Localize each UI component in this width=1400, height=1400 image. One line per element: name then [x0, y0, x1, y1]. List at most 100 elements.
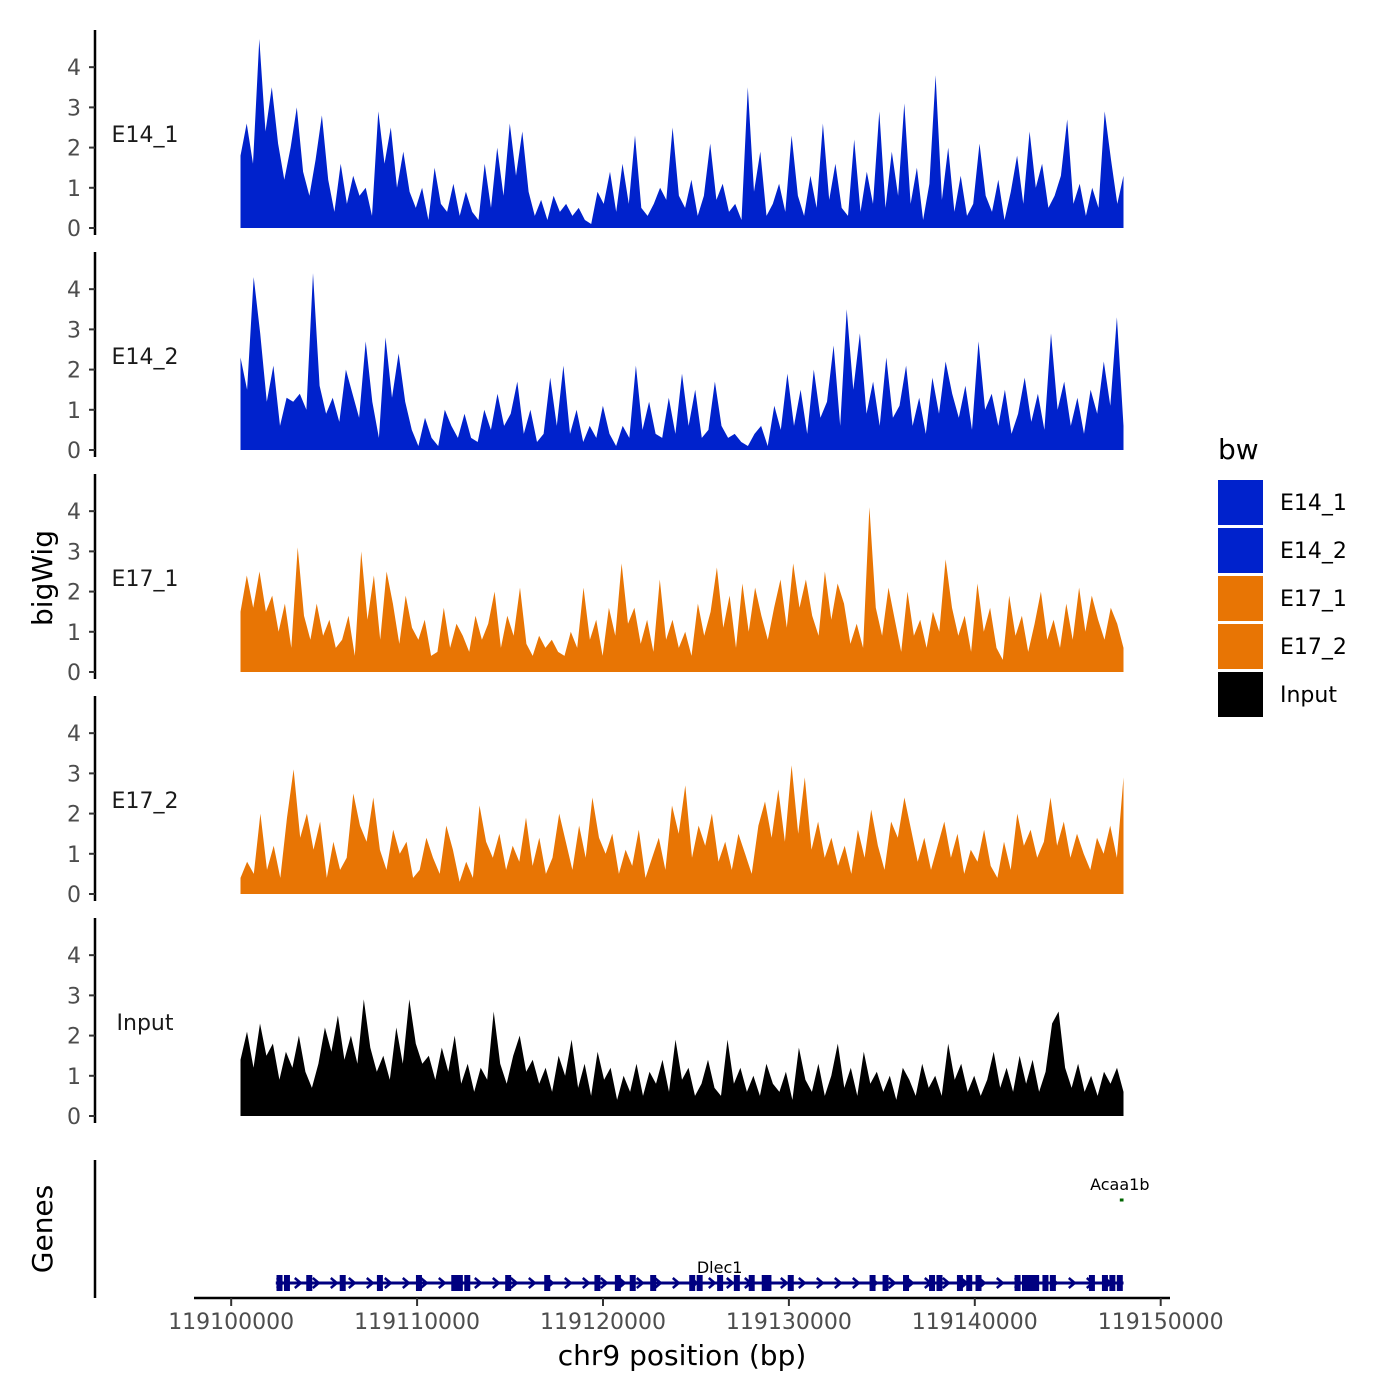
exon-Dlec1-25 [903, 1275, 910, 1291]
legend-label-E17_1: E17_1 [1280, 587, 1347, 612]
gene-label-Dlec1: Dlec1 [697, 1258, 743, 1277]
track-E17_2: 0 1 2 3 4 E17_2 [67, 696, 1124, 908]
strand-chevron-Dlec1 [563, 1277, 573, 1289]
y-tick-label-E17_1-3: 3 [67, 540, 81, 565]
strand-chevron-Dlec1 [941, 1277, 951, 1289]
legend: bw E14_1 E14_2 E17_1 E17_2 Input [1218, 433, 1347, 717]
y-tick-label-Input-0: 0 [67, 1105, 81, 1130]
strand-chevron-Dlec1 [491, 1277, 501, 1289]
strand-chevron-Dlec1 [833, 1277, 843, 1289]
y-tick-label-Input-3: 3 [67, 984, 81, 1009]
strand-chevron-Dlec1 [851, 1277, 861, 1289]
exon-Dlec1-20 [761, 1275, 768, 1291]
y-tick-label-E14_1-1: 1 [67, 177, 81, 202]
legend-key-E14_1 [1218, 480, 1263, 525]
strand-chevron-Dlec1 [437, 1277, 447, 1289]
strand-chevron-Dlec1 [653, 1277, 663, 1289]
y-axis-title: bigWig [26, 530, 59, 626]
strand-chevron-Dlec1 [311, 1277, 321, 1289]
exon-Dlec1-6 [451, 1275, 458, 1291]
strand-chevron-Dlec1 [671, 1277, 681, 1289]
exon-Dlec1-19 [748, 1275, 755, 1291]
legend-label-E17_2: E17_2 [1280, 635, 1347, 660]
signal-area-E17_2 [240, 765, 1124, 894]
strand-chevron-Dlec1 [383, 1277, 393, 1289]
y-tick-label-E17_2-3: 3 [67, 762, 81, 787]
exon-Dlec1-15 [689, 1275, 696, 1291]
track-label-E14_2: E14_2 [112, 345, 179, 370]
strand-chevron-Dlec1 [725, 1277, 735, 1289]
strand-chevron-Dlec1 [779, 1277, 789, 1289]
genes-axis-title: Genes [26, 1185, 59, 1273]
exon-Dlec1-24 [882, 1275, 889, 1291]
exon-Dlec1-11 [594, 1275, 601, 1291]
exon-Dlec1-37 [1088, 1275, 1095, 1291]
gene-label-Acaa1b: Acaa1b [1090, 1175, 1149, 1194]
exon-Dlec1-27 [936, 1275, 943, 1291]
y-tick-label-E14_1-0: 0 [67, 217, 81, 242]
exon-Dlec1-26 [929, 1275, 936, 1291]
strand-chevron-Dlec1 [293, 1277, 303, 1289]
legend-label-E14_1: E14_1 [1280, 491, 1347, 516]
strand-chevron-Dlec1 [401, 1277, 411, 1289]
track-label-E17_1: E17_1 [112, 567, 179, 592]
y-tick-label-E17_2-2: 2 [67, 803, 81, 828]
exon-Dlec1-3 [339, 1275, 346, 1291]
track-E17_1: 0 1 2 3 4 E17_1 [67, 474, 1124, 686]
exon-Dlec1-35 [1042, 1275, 1049, 1291]
exon-Dlec1-33 [1027, 1275, 1034, 1291]
exon-Dlec1-2 [306, 1275, 313, 1291]
exon-Dlec1-30 [975, 1275, 982, 1291]
exon-Dlec1-1 [283, 1275, 290, 1291]
x-axis-title: chr9 position (bp) [558, 1339, 807, 1372]
exon-Dlec1-31 [1014, 1275, 1021, 1291]
strand-chevron-Dlec1 [365, 1277, 375, 1289]
y-tick-label-E14_1-2: 2 [67, 137, 81, 162]
strand-chevron-Dlec1 [815, 1277, 825, 1289]
y-tick-label-Input-1: 1 [67, 1065, 81, 1090]
y-tick-label-E17_1-4: 4 [67, 500, 81, 525]
track-label-E14_1: E14_1 [112, 123, 179, 148]
strand-chevron-Dlec1 [509, 1277, 519, 1289]
strand-chevron-Dlec1 [599, 1277, 609, 1289]
exon-Dlec1-40 [1116, 1275, 1123, 1291]
exon-Dlec1-13 [629, 1275, 636, 1291]
exon-Dlec1-28 [956, 1275, 963, 1291]
strand-chevron-Dlec1 [527, 1277, 537, 1289]
legend-key-Input [1218, 672, 1263, 717]
y-tick-label-E17_2-1: 1 [67, 843, 81, 868]
y-tick-label-E14_1-3: 3 [67, 96, 81, 121]
exon-Dlec1-21 [765, 1275, 772, 1291]
gene-Dlec1: Dlec1 [275, 1258, 1124, 1291]
exon-Dlec1-17 [717, 1275, 724, 1291]
strand-chevron-Dlec1 [1067, 1277, 1077, 1289]
exon-Dlec1-29 [966, 1275, 973, 1291]
strand-chevron-Dlec1 [635, 1277, 645, 1289]
y-tick-label-E14_2-0: 0 [67, 439, 81, 464]
y-tick-label-E17_2-0: 0 [67, 883, 81, 908]
exon-Dlec1-5 [415, 1275, 422, 1291]
exon-Dlec1-23 [869, 1275, 876, 1291]
exon-Dlec1-10 [544, 1275, 551, 1291]
exon-Dlec1-0 [276, 1275, 283, 1291]
strand-chevron-Dlec1 [797, 1277, 807, 1289]
y-tick-label-E14_2-1: 1 [67, 399, 81, 424]
y-tick-label-E17_1-2: 2 [67, 581, 81, 606]
exon-Dlec1-34 [1033, 1275, 1040, 1291]
x-axis: 119100000 119110000 119120000 119130000 1191… [168, 1296, 1224, 1335]
track-E14_2: 0 1 2 3 4 E14_2 [67, 252, 1124, 464]
legend-key-E14_2 [1218, 528, 1263, 573]
exon-Dlec1-9 [505, 1275, 512, 1291]
gene-Acaa1b: Acaa1b [1090, 1175, 1150, 1202]
exon-Dlec1-16 [696, 1275, 703, 1291]
exon-Dlec1-7 [456, 1275, 463, 1291]
strand-chevron-Dlec1 [887, 1277, 897, 1289]
y-tick-label-E14_1-4: 4 [67, 56, 81, 81]
exon-Dlec1-18 [733, 1275, 740, 1291]
legend-key-E17_1 [1218, 576, 1263, 621]
signal-area-E14_2 [240, 273, 1124, 450]
signal-area-E17_1 [240, 507, 1124, 672]
legend-label-E14_2: E14_2 [1280, 539, 1347, 564]
genes-panel: Dlec1 Acaa1b [93, 1160, 1150, 1298]
exon-Dlec1-22 [787, 1275, 794, 1291]
